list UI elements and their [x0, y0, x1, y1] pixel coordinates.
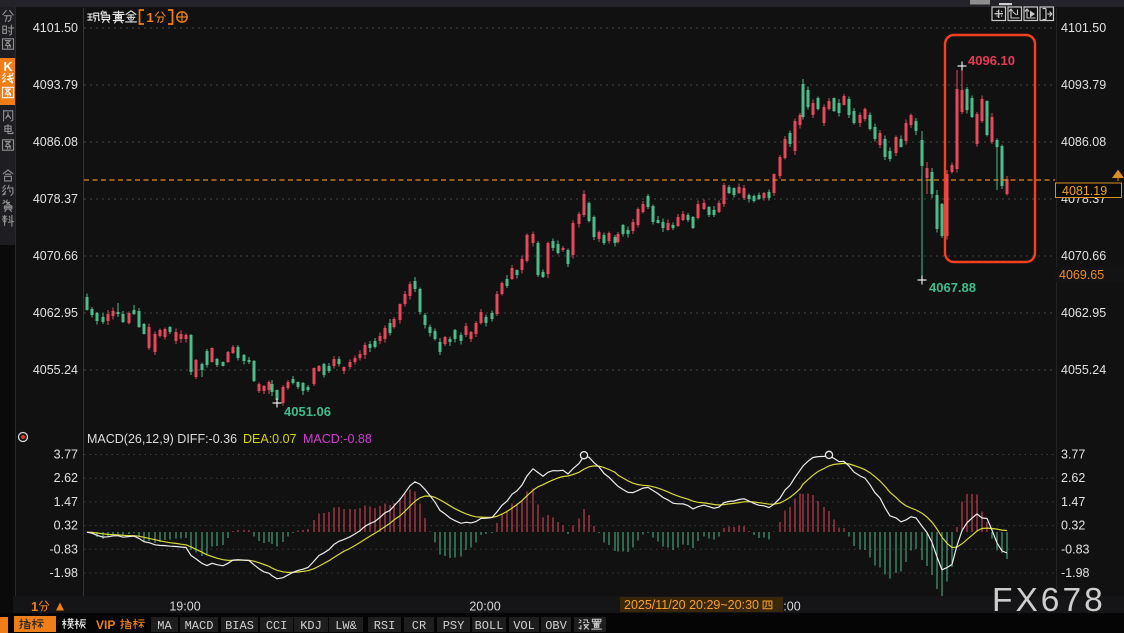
svg-text:KDJ: KDJ: [300, 619, 322, 633]
svg-text:MACD:-0.88: MACD:-0.88: [303, 432, 372, 446]
svg-text:CCI: CCI: [266, 619, 288, 633]
svg-text:2.62: 2.62: [1061, 471, 1085, 485]
svg-text:2025/11/20 20:29~20:30: 2025/11/20 20:29~20:30: [624, 598, 759, 612]
svg-text:4055.24: 4055.24: [1061, 363, 1106, 377]
svg-text:4086.08: 4086.08: [33, 135, 78, 149]
svg-text:CR: CR: [412, 619, 426, 633]
svg-text:4093.79: 4093.79: [1061, 78, 1106, 92]
svg-text:RSI: RSI: [374, 619, 396, 633]
svg-text:MA: MA: [157, 619, 172, 633]
svg-text:4078.37: 4078.37: [33, 192, 78, 206]
svg-text:0.32: 0.32: [1061, 519, 1085, 533]
svg-text:-0.83: -0.83: [1061, 542, 1090, 556]
svg-text:19:00: 19:00: [169, 600, 200, 614]
svg-text:1: 1: [31, 599, 38, 614]
svg-text:2.62: 2.62: [54, 471, 78, 485]
svg-text:4096.10: 4096.10: [968, 53, 1015, 68]
svg-text:-1.98: -1.98: [1061, 566, 1090, 580]
svg-text:1.47: 1.47: [1061, 495, 1085, 509]
svg-text:4062.95: 4062.95: [33, 306, 78, 320]
svg-text:4081.19: 4081.19: [1062, 184, 1107, 198]
svg-text:PSY: PSY: [443, 619, 465, 633]
svg-text:4051.06: 4051.06: [284, 404, 331, 419]
svg-text:LW&: LW&: [335, 619, 357, 633]
svg-text:4070.66: 4070.66: [33, 249, 78, 263]
svg-text:FX678: FX678: [992, 582, 1106, 619]
svg-text:BOLL: BOLL: [475, 619, 504, 633]
svg-text:BIAS: BIAS: [225, 619, 254, 633]
svg-text:1: 1: [147, 10, 154, 25]
svg-text:4101.50: 4101.50: [1061, 21, 1106, 35]
svg-text:MACD(26,12,9) DIFF:-0.36: MACD(26,12,9) DIFF:-0.36: [87, 432, 237, 446]
svg-text:4101.50: 4101.50: [33, 21, 78, 35]
svg-text::00: :00: [783, 600, 800, 614]
svg-text:4086.08: 4086.08: [1061, 135, 1106, 149]
svg-text:4067.88: 4067.88: [929, 280, 976, 295]
svg-text:20:00: 20:00: [469, 600, 500, 614]
svg-text:4062.95: 4062.95: [1061, 306, 1106, 320]
svg-text:-1.98: -1.98: [50, 566, 79, 580]
svg-text:3.77: 3.77: [54, 448, 78, 462]
svg-text:OBV: OBV: [545, 619, 567, 633]
svg-text:3.77: 3.77: [1061, 448, 1085, 462]
svg-text:MACD: MACD: [185, 619, 214, 633]
svg-text:K: K: [4, 60, 13, 74]
svg-text:4055.24: 4055.24: [33, 363, 78, 377]
svg-text:4069.65: 4069.65: [1059, 268, 1104, 282]
svg-text:DEA:0.07: DEA:0.07: [243, 432, 297, 446]
svg-text:4070.66: 4070.66: [1061, 249, 1106, 263]
svg-text:1.47: 1.47: [54, 495, 78, 509]
svg-text:-0.83: -0.83: [50, 542, 79, 556]
svg-text:4093.79: 4093.79: [33, 78, 78, 92]
svg-text:VIP: VIP: [96, 618, 115, 632]
svg-text:VOL: VOL: [513, 619, 535, 633]
svg-text:0.32: 0.32: [54, 519, 78, 533]
